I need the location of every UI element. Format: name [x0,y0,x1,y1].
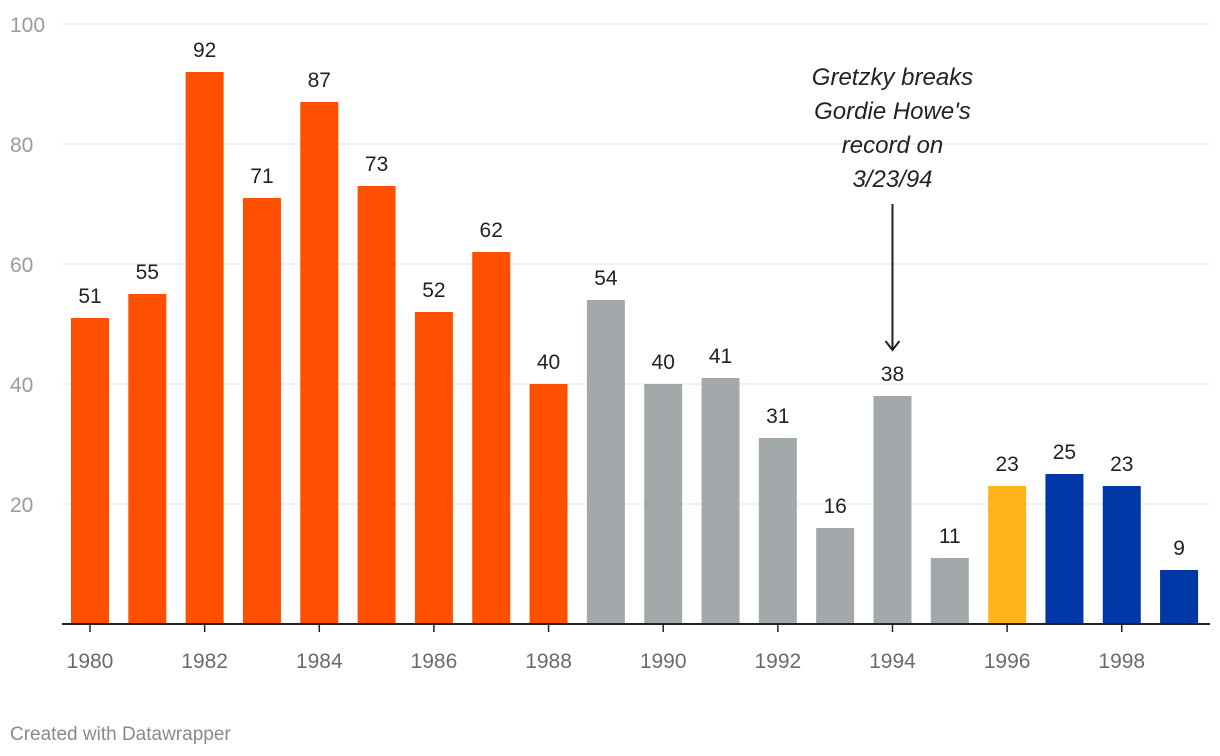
bar-1996 [988,486,1027,624]
data-label-1996: 23 [995,453,1018,476]
x-tick-label: 1992 [754,650,801,673]
x-axis-ticks: 1980 1982 1984 1986 1988 1990 1992 1994 1996 1998 [67,624,1145,673]
data-label-1988: 40 [537,351,560,374]
data-label-1982: 92 [193,39,216,62]
data-label-1995: 11 [939,525,961,548]
y-tick-label: 20 [10,494,33,517]
data-label-1997: 25 [1053,441,1076,464]
bar-1986 [414,312,453,624]
bar-1982 [185,72,224,624]
bar-1990 [644,384,683,624]
credit-text: Created with Datawrapper [10,724,231,745]
data-label-1992: 31 [766,405,789,428]
bar-1993 [816,528,855,624]
data-label-1999: 9 [1173,537,1185,560]
bar-1997 [1045,474,1084,624]
data-labels: 51 55 92 71 87 73 52 62 40 54 40 41 31 16 38 11 23 25 23 9 [78,39,1185,560]
data-label-1980: 51 [78,285,101,308]
data-label-1998: 23 [1110,453,1133,476]
x-tick-label: 1988 [525,650,572,673]
y-tick-label: 40 [10,374,33,397]
bar-1988 [529,384,568,624]
bar-1983 [242,198,281,624]
y-tick-label: 80 [10,134,33,157]
x-tick-label: 1984 [296,650,343,673]
bar-1987 [472,252,511,624]
x-tick-label: 1986 [411,650,458,673]
data-label-1990: 40 [652,351,675,374]
x-tick-label: 1990 [640,650,687,673]
bar-1991 [701,378,740,624]
bar-1995 [930,558,969,624]
annotation-arrow [884,204,901,352]
x-tick-label: 1980 [67,650,114,673]
data-label-1983: 71 [250,165,273,188]
annotation-line-3: record on [842,132,943,159]
bar-1984 [300,102,339,624]
bar-1989 [586,300,625,624]
data-label-1987: 62 [480,219,503,242]
y-tick-label: 100 [10,14,45,37]
bar-1999 [1160,570,1199,624]
x-tick-label: 1998 [1098,650,1145,673]
x-tick-label: 1994 [869,650,916,673]
x-tick-label: 1996 [984,650,1031,673]
bar-1985 [357,186,396,624]
bar-1980 [71,318,109,624]
data-label-1991: 41 [709,345,732,368]
data-label-1989: 54 [594,267,618,290]
annotation-line-1: Gretzky breaks [812,64,973,91]
x-tick-label: 1982 [181,650,228,673]
bar-1998 [1102,486,1141,624]
bar-1981 [128,294,167,624]
data-label-1993: 16 [823,495,846,518]
data-label-1981: 55 [136,261,159,284]
bar-1992 [758,438,797,624]
bar-1994 [873,396,912,624]
y-tick-label: 60 [10,254,33,277]
annotation-line-4: 3/23/94 [852,166,932,193]
annotation: Gretzky breaks Gordie Howe's record on 3… [812,64,973,352]
data-label-1986: 52 [422,279,445,302]
gridlines [62,23,1210,505]
y-axis-labels: 20 40 60 80 100 [10,14,45,517]
data-label-1994: 38 [881,363,904,386]
bars [71,72,1199,624]
data-label-1984: 87 [308,69,331,92]
annotation-line-2: Gordie Howe's [814,98,971,125]
data-label-1985: 73 [365,153,388,176]
